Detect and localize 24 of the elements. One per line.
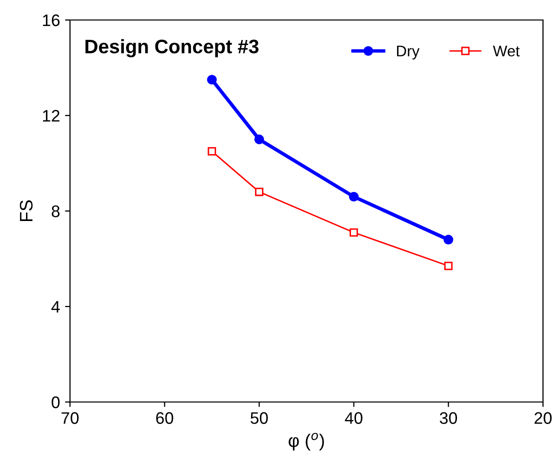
point (444, 262, 453, 270)
y-tick-label: 12 (43, 110, 60, 122)
point (207, 74, 217, 85)
x-tick-label: 50 (250, 412, 268, 424)
point (254, 134, 264, 144)
x-tick-label: 70 (62, 412, 79, 424)
x-tick-label: 30 (440, 412, 458, 424)
point (444, 234, 454, 245)
point (208, 147, 216, 156)
y-tick-label: 8 (52, 205, 60, 218)
point (350, 228, 358, 237)
x-tick-label: 40 (344, 412, 362, 424)
y-tick-label: 4 (51, 301, 60, 313)
legend-label: Dry (397, 46, 420, 60)
y-tick-label: 0 (52, 396, 60, 408)
x-axis-title: φ ($^{o}$) (288, 432, 324, 451)
text: Design Concept #3 (85, 39, 259, 58)
x-tick-label: 20 (534, 412, 552, 424)
x-tick-label: 60 (156, 412, 174, 424)
y-axis-title: FS (20, 200, 33, 222)
point (255, 188, 264, 196)
y-tick-label: 16 (43, 14, 60, 26)
point (348, 192, 359, 202)
legend-label: Wet (492, 46, 520, 56)
